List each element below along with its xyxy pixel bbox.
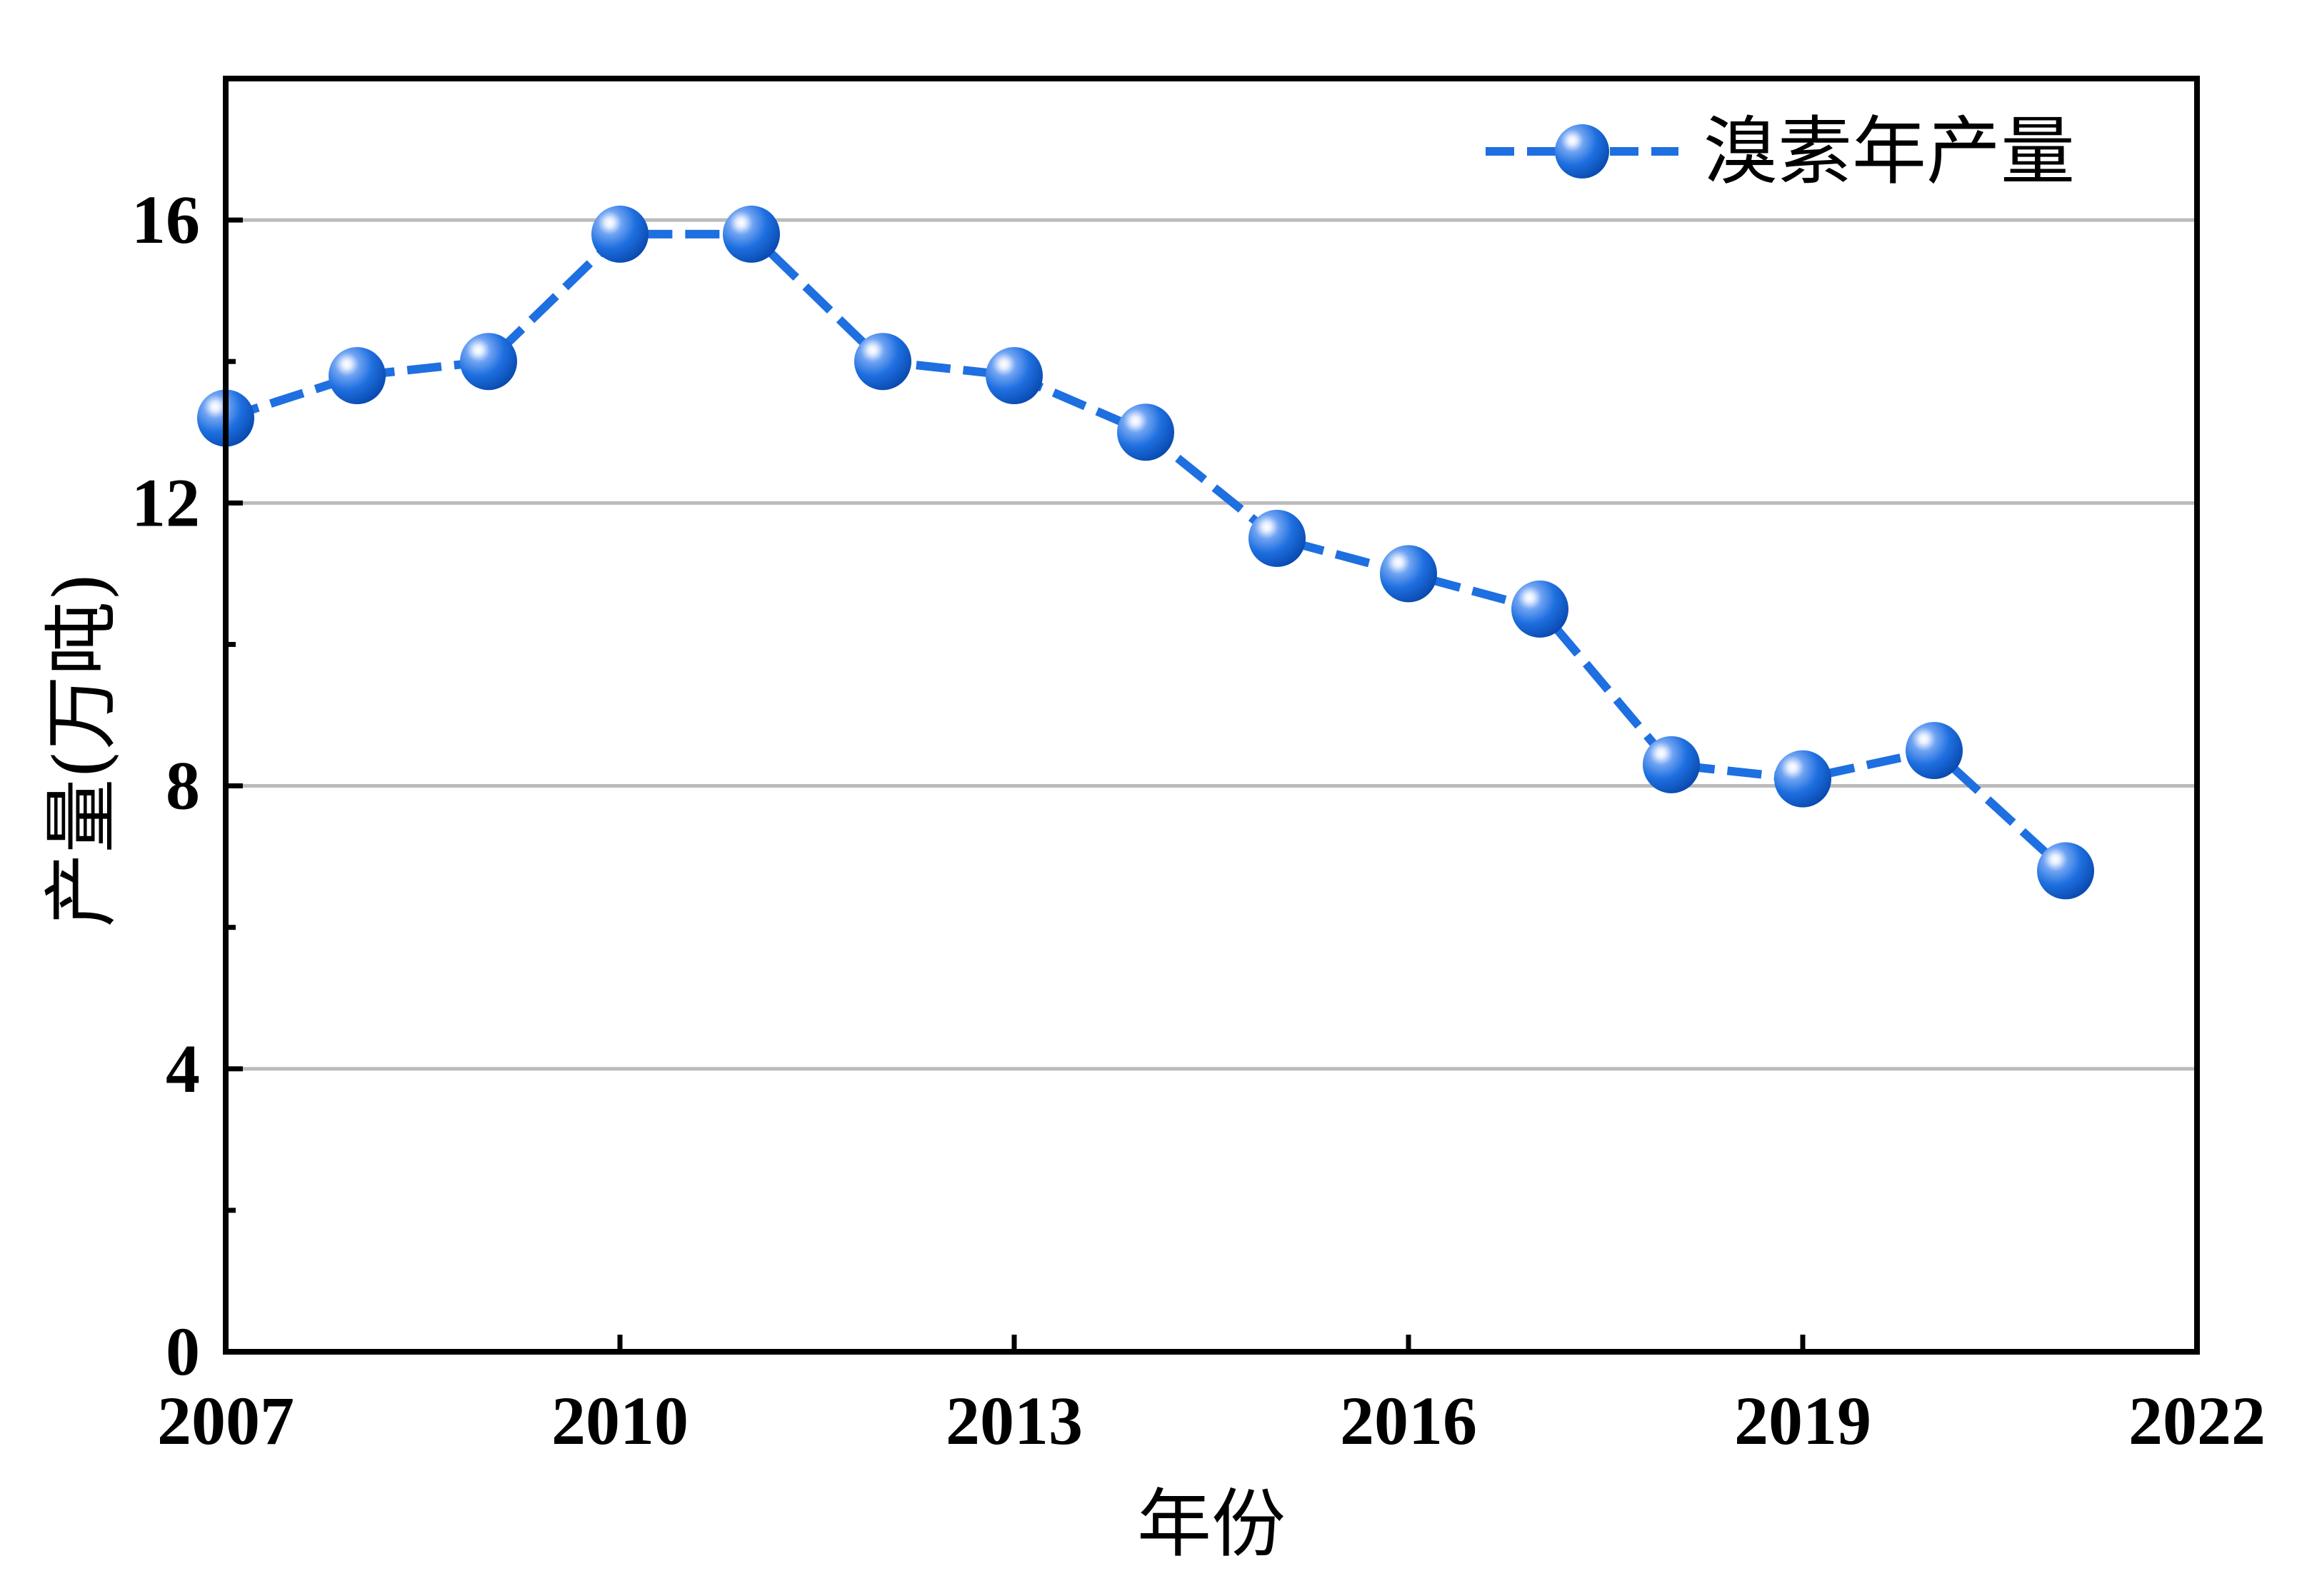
y-axis-title: 产量(万吨) [38, 572, 125, 927]
x-tick-label-2016: 2016 [1340, 1382, 1477, 1459]
x-tick-label-2010: 2010 [551, 1382, 689, 1459]
data-point-2008 [329, 347, 386, 405]
legend: 溴素年产量 [1486, 108, 2075, 195]
series-溴素年产量 [197, 205, 2094, 900]
data-point-2017 [1511, 580, 1568, 638]
y-tick-label-16: 16 [131, 181, 200, 258]
data-point-2009 [460, 333, 517, 391]
data-point-2010 [591, 205, 649, 263]
x-tick-label-2019: 2019 [1734, 1382, 1871, 1459]
legend-label: 溴素年产量 [1703, 108, 2075, 195]
plot-frame [223, 76, 2200, 1355]
data-point-2020 [1906, 722, 1963, 780]
x-axis-title: 年份 [1137, 1480, 1286, 1567]
y-tick-label-4: 4 [166, 1030, 200, 1107]
data-point-2015 [1248, 509, 1306, 567]
y-tick-label-8: 8 [166, 748, 200, 824]
x-tick-label-2022: 2022 [2128, 1382, 2266, 1459]
x-tick-label-2007: 2007 [157, 1382, 294, 1459]
data-point-2011 [723, 205, 780, 263]
data-point-2018 [1643, 736, 1700, 793]
legend-marker [1555, 124, 1609, 179]
data-point-2013 [986, 347, 1043, 405]
data-point-2019 [1774, 750, 1831, 808]
data-point-2016 [1380, 545, 1437, 603]
y-tick-label-0: 0 [166, 1313, 200, 1390]
y-tick-label-12: 12 [131, 464, 200, 541]
tick-labels: 0 4 8 12 16 2007 2010 2013 2016 2019 2022 [131, 181, 2266, 1459]
data-point-2014 [1117, 403, 1174, 461]
data-point-2012 [854, 333, 911, 391]
axis-ticks [223, 76, 2200, 1355]
data-point-2021 [2037, 842, 2094, 900]
gridlines [226, 218, 2197, 1071]
x-tick-label-2013: 2013 [946, 1382, 1083, 1459]
